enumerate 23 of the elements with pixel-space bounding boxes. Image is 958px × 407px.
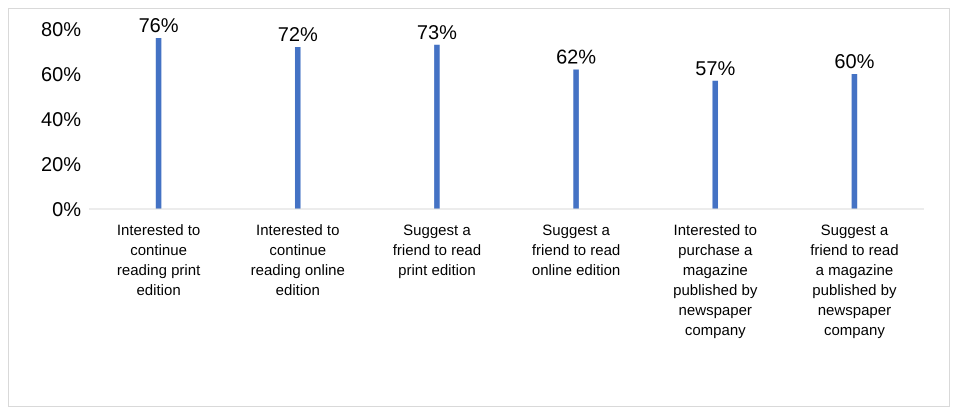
x-tick-label: Suggest a friend to read a magazine published by newspaper company xyxy=(810,222,899,339)
bar xyxy=(852,74,858,209)
data-label: 76% xyxy=(138,15,179,37)
y-tick-label: 60% xyxy=(40,64,82,86)
bar xyxy=(712,80,718,209)
x-tick-label: Suggest a friend to read online edition xyxy=(532,222,620,279)
data-label: 73% xyxy=(416,22,458,44)
x-tick-label: Interested to purchase a magazine published by newspaper company xyxy=(673,222,758,339)
data-label: 60% xyxy=(834,51,875,73)
data-label: 57% xyxy=(695,58,736,80)
bar xyxy=(156,38,162,209)
y-tick-label: 0% xyxy=(52,199,82,222)
y-tick-label: 80% xyxy=(40,19,82,42)
x-tick-label: Interested to continue reading print edition xyxy=(116,222,202,299)
data-label: 62% xyxy=(556,46,596,68)
x-tick-label: Interested to continue reading online edition xyxy=(250,222,345,299)
y-tick-label: 40% xyxy=(40,109,82,132)
y-tick-label: 20% xyxy=(40,154,82,176)
bar xyxy=(294,47,301,209)
data-label: 72% xyxy=(278,24,318,46)
bar xyxy=(434,44,440,209)
x-tick-label: Suggest a friend to read print edition xyxy=(392,222,482,279)
bar xyxy=(573,70,579,209)
